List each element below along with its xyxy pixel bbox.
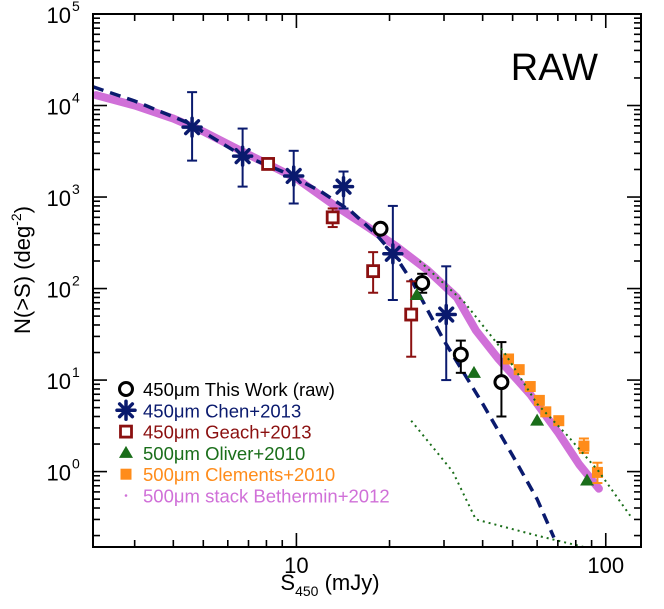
y-tick-label-exp: 0	[72, 456, 80, 472]
x-axis-title-sub: 450	[295, 583, 319, 599]
legend-bethermin-symbol	[124, 494, 128, 497]
legend-geach-symbol	[119, 424, 133, 439]
y-tick-label-exp: 5	[72, 0, 80, 14]
clements-point	[578, 440, 590, 452]
x-tick-label: 100	[587, 553, 624, 578]
legend-chen-label: 450μm Chen+2013	[143, 400, 301, 421]
plot-frame	[92, 13, 642, 548]
this_work-point	[414, 275, 431, 292]
chen-point	[231, 145, 254, 167]
y-tick-label-exp: 1	[72, 364, 80, 380]
y-tick-label: 10	[47, 95, 71, 120]
y-tick-label: 10	[47, 369, 71, 394]
y-tick-label-base: 10	[47, 369, 71, 394]
y-tick-label: 10	[47, 278, 71, 303]
chen-point	[382, 243, 404, 265]
legend-this_work-label: 450μm This Work (raw)	[143, 379, 335, 400]
legend: 450μm This Work (raw)450μm Chen+2013450μ…	[115, 379, 390, 507]
y-tick-label-exp: 4	[72, 90, 80, 106]
x-axis-title-main: S	[280, 570, 295, 595]
legend-bethermin-label: 500μm stack Bethermin+2012	[143, 486, 390, 507]
y-axis-title: N(>S) (deg-2)	[8, 206, 35, 334]
legend-oliver-label: 500μm Oliver+2010	[143, 443, 305, 464]
chen-point-stroke	[234, 148, 251, 165]
chen-point-stroke	[285, 167, 302, 185]
y-tick-label: 10	[47, 186, 71, 211]
y-tick-label-base: 10	[47, 3, 71, 28]
y-tick-label-base: 10	[47, 95, 71, 120]
y-tick-label-exp: 2	[72, 273, 80, 289]
oliver-point	[530, 413, 545, 426]
y-tick-label-base: 10	[47, 461, 71, 486]
x-axis-title: S450 (mJy)	[280, 570, 379, 599]
y-tick-label: 10	[47, 3, 71, 28]
clements-point	[524, 381, 536, 393]
this_work-point	[372, 220, 389, 237]
plot-layer	[93, 85, 632, 547]
geach-point	[325, 210, 340, 225]
y-tick-label: 10	[47, 461, 71, 486]
y-axis-title-main: N(>S) (deg	[10, 226, 35, 334]
oliver-point	[580, 473, 595, 486]
chen-point-stroke	[384, 245, 401, 262]
plot-area	[93, 85, 632, 547]
clements-point	[533, 394, 545, 406]
legend-clements-symbol	[120, 468, 132, 480]
legend-clements-label: 500μm Clements+2010	[143, 464, 335, 485]
oliver-point	[409, 288, 424, 301]
chen-point	[181, 116, 203, 138]
y-tick-label-base: 10	[47, 186, 71, 211]
raw-annotation: RAW	[511, 47, 598, 89]
chen-point-stroke	[438, 306, 455, 323]
bethermin-lower-bound	[410, 420, 585, 547]
clements-point	[591, 466, 603, 478]
geach-point	[366, 264, 381, 279]
y-axis-title-close: )	[10, 206, 35, 213]
clements-point	[553, 415, 565, 427]
bethermin-upper-bound	[418, 260, 632, 517]
chen-point	[332, 175, 355, 198]
y-tick-label-exp: 3	[72, 181, 80, 197]
legend-oliver-symbol	[119, 445, 133, 458]
chen-point	[435, 303, 457, 326]
x-axis-title-unit: (mJy)	[318, 570, 379, 595]
clements-point	[540, 406, 552, 418]
geach-point	[261, 157, 276, 171]
oliver-point	[466, 365, 481, 378]
y-axis-title-sup: -2	[8, 213, 24, 226]
y-tick-label-base: 10	[47, 278, 71, 303]
this_work-point	[452, 346, 469, 363]
legend-this_work-symbol	[118, 381, 134, 397]
geach-point	[404, 307, 419, 322]
chen-point-stroke	[183, 119, 201, 136]
legend-geach-label: 450μm Geach+2013	[143, 422, 312, 443]
legend-chen-symbol	[115, 399, 137, 422]
legend-chen-symbol-stroke	[117, 402, 135, 419]
x-tick-label: 10	[284, 553, 308, 578]
chen-point	[282, 165, 305, 187]
model-dashed-line	[93, 85, 556, 539]
chen-point-stroke	[335, 178, 352, 195]
clements-point	[513, 364, 525, 376]
this_work-point	[493, 374, 510, 391]
